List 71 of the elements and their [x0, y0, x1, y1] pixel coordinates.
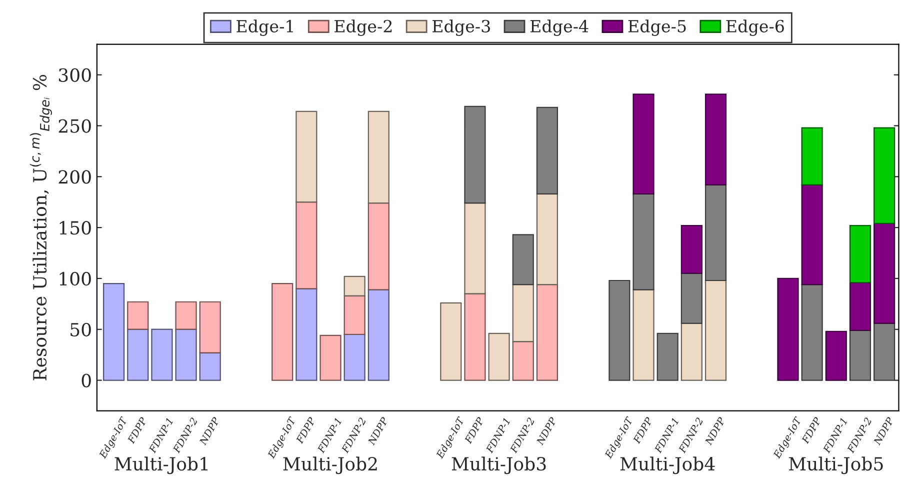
- bar: [874, 222, 896, 324]
- bar: [680, 224, 702, 274]
- bar: [368, 289, 390, 381]
- text: Multi-Job4: [620, 456, 715, 474]
- y-tick-label: 0: [82, 374, 91, 388]
- legend-label: Edge-1: [236, 20, 293, 36]
- y-axis-title: Resource Utilization, U$^{(c,m)}$$_{Edgeᵢ}$ %: [30, 74, 52, 380]
- bar: [801, 184, 823, 286]
- bar: [272, 282, 294, 381]
- y-tick-label: 300: [58, 68, 91, 82]
- bar: [801, 284, 823, 381]
- legend-label: Edge-5: [628, 20, 686, 36]
- bar: [680, 322, 702, 381]
- bar: [175, 301, 197, 330]
- bar: [656, 332, 678, 381]
- bar: [536, 284, 558, 381]
- bar: [512, 284, 534, 342]
- bar: [103, 282, 125, 381]
- bar: [801, 127, 823, 186]
- bar: [825, 330, 847, 381]
- bar: [199, 352, 221, 381]
- legend-label: Edge-2: [334, 20, 392, 36]
- y-tick-label: 150: [60, 221, 91, 235]
- bar: [632, 289, 654, 381]
- bar: [127, 301, 149, 330]
- legend-label: Edge-3: [432, 20, 490, 36]
- bar: [849, 330, 872, 381]
- bar: [127, 328, 149, 381]
- bar: [512, 341, 534, 381]
- bar: [320, 334, 342, 381]
- bar: [536, 106, 558, 195]
- bar: [488, 332, 510, 381]
- bar: [344, 334, 366, 381]
- y-tick-label: 50: [70, 322, 91, 336]
- bar: [344, 295, 366, 336]
- bar: [874, 127, 896, 224]
- bar: [151, 328, 173, 381]
- bar: [464, 293, 486, 381]
- bar: [464, 106, 486, 204]
- text: Multi-Job3: [452, 456, 546, 474]
- bar: [849, 282, 872, 331]
- bar: [632, 94, 654, 195]
- text: Multi-Job1: [114, 456, 208, 474]
- text: Multi-Job2: [283, 456, 377, 474]
- bar: [680, 272, 702, 324]
- y-tick-label: 100: [60, 272, 91, 286]
- y-tick-label: 250: [58, 119, 91, 133]
- text: Multi-Job5: [788, 456, 883, 474]
- bar: [704, 184, 727, 282]
- bar: [296, 110, 318, 203]
- bar: [440, 302, 462, 381]
- y-tick-label: 200: [58, 170, 91, 184]
- bar: [849, 224, 872, 284]
- bar: [296, 202, 318, 290]
- bar: [344, 276, 366, 296]
- bar: [704, 94, 727, 186]
- legend-label: Edge-6: [726, 20, 784, 36]
- bar: [464, 202, 486, 294]
- bar: [608, 280, 630, 381]
- legend-label: Edge-4: [530, 20, 588, 36]
- bar: [704, 280, 727, 381]
- bar: [175, 328, 197, 381]
- bar: [368, 202, 390, 290]
- bar: [368, 110, 390, 204]
- bar: [199, 301, 221, 354]
- bar: [632, 193, 654, 290]
- bar: [296, 288, 318, 381]
- bar: [777, 278, 799, 381]
- bar: [512, 234, 534, 286]
- bar: [536, 193, 558, 286]
- bar: [874, 322, 896, 381]
